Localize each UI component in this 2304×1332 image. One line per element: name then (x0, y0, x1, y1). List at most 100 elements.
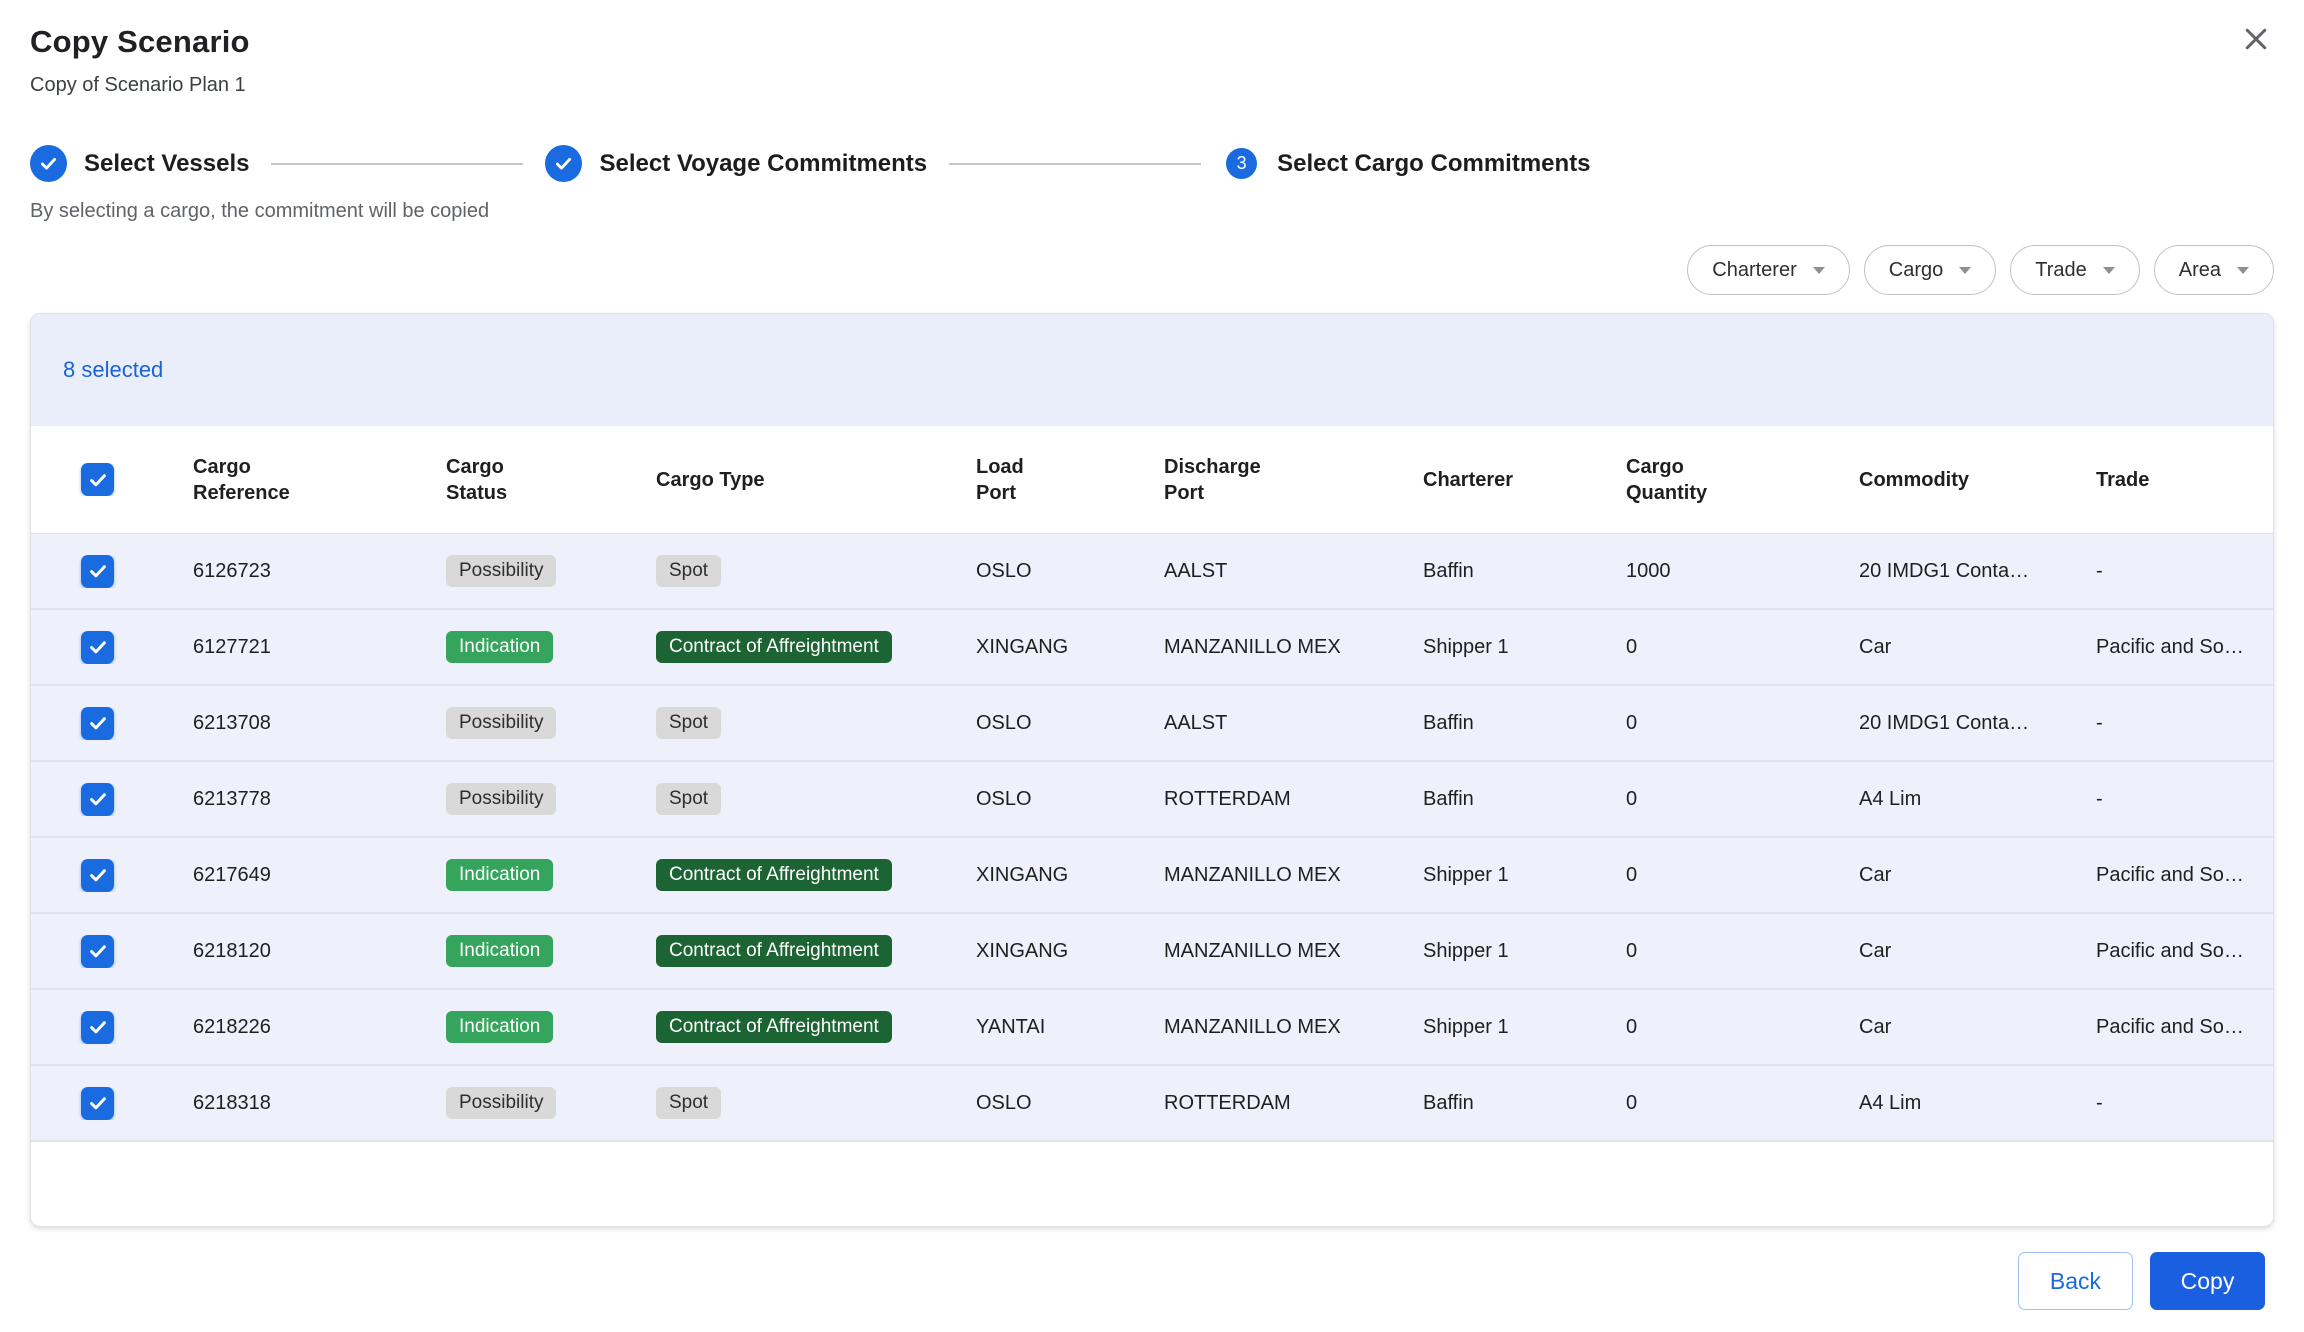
row-checkbox[interactable] (81, 783, 114, 816)
cell-commodity: Car (1859, 864, 2096, 887)
cell-commodity: 20 IMDG1 Conta… (1859, 712, 2096, 735)
row-checkbox[interactable] (81, 631, 114, 664)
cell-cargo-quantity: 1000 (1626, 560, 1859, 583)
filter-label: Trade (2035, 259, 2087, 282)
cell-cargo-reference: 6218318 (193, 1092, 446, 1115)
cell-load-port: OSLO (976, 788, 1164, 811)
check-icon (38, 153, 59, 174)
step-select-voyage-commitments[interactable]: Select Voyage Commitments (545, 145, 927, 182)
step-label: Select Vessels (84, 150, 249, 178)
cell-commodity: Car (1859, 940, 2096, 963)
cell-cargo-type: Spot (656, 555, 976, 587)
cell-commodity: Car (1859, 636, 2096, 659)
table-row[interactable]: 6218318PossibilitySpotOSLOROTTERDAMBaffi… (31, 1066, 2273, 1142)
check-icon (87, 560, 109, 582)
cell-cargo-type: Contract of Affreightment (656, 631, 976, 663)
table-row[interactable]: 6218120IndicationContract of Affreightme… (31, 914, 2273, 990)
table-row[interactable]: 6218226IndicationContract of Affreightme… (31, 990, 2273, 1066)
cell-cargo-quantity: 0 (1626, 1092, 1859, 1115)
cell-load-port: YANTAI (976, 1016, 1164, 1039)
filter-area[interactable]: Area (2154, 245, 2274, 295)
table-row[interactable]: 6126723PossibilitySpotOSLOAALSTBaffin100… (31, 534, 2273, 610)
step-connector (949, 163, 1201, 165)
cell-charterer: Baffin (1423, 712, 1626, 735)
back-button[interactable]: Back (2018, 1252, 2133, 1310)
filter-trade[interactable]: Trade (2010, 245, 2140, 295)
check-icon (87, 712, 109, 734)
chevron-down-icon (2103, 267, 2115, 274)
cargo-type-badge: Spot (656, 707, 721, 739)
cell-charterer: Shipper 1 (1423, 940, 1626, 963)
cell-discharge-port: MANZANILLO MEX (1164, 940, 1423, 963)
cell-charterer: Shipper 1 (1423, 1016, 1626, 1039)
column-header-cargo-reference: CargoReference (193, 454, 446, 506)
table-row[interactable]: 6213778PossibilitySpotOSLOROTTERDAMBaffi… (31, 762, 2273, 838)
filter-label: Cargo (1889, 259, 1943, 282)
row-checkbox-cell (31, 555, 193, 588)
cell-cargo-reference: 6218226 (193, 1016, 446, 1039)
column-header-cargo-type: Cargo Type (656, 467, 976, 493)
cell-load-port: XINGANG (976, 864, 1164, 887)
row-checkbox-cell (31, 1011, 193, 1044)
table-row[interactable]: 6127721IndicationContract of Affreightme… (31, 610, 2273, 686)
row-checkbox[interactable] (81, 707, 114, 740)
close-button[interactable] (2236, 20, 2276, 60)
cell-trade: Pacific and So… (2096, 940, 2273, 963)
cell-discharge-port: AALST (1164, 712, 1423, 735)
cell-cargo-status: Indication (446, 859, 656, 891)
check-icon (87, 1016, 109, 1038)
filter-cargo[interactable]: Cargo (1864, 245, 1996, 295)
cell-cargo-status: Possibility (446, 783, 656, 815)
check-icon (87, 788, 109, 810)
row-checkbox-cell (31, 1087, 193, 1120)
filter-label: Charterer (1712, 259, 1796, 282)
cell-cargo-status: Indication (446, 631, 656, 663)
status-badge: Possibility (446, 707, 556, 739)
status-badge: Possibility (446, 555, 556, 587)
copy-button[interactable]: Copy (2150, 1252, 2265, 1310)
select-all-cell (31, 463, 193, 496)
step-number-badge: 3 (1226, 148, 1257, 179)
cell-cargo-status: Indication (446, 1011, 656, 1043)
dialog-header: Copy Scenario Copy of Scenario Plan 1 (0, 0, 2304, 97)
step-select-vessels[interactable]: Select Vessels (30, 145, 249, 182)
filter-charterer[interactable]: Charterer (1687, 245, 1849, 295)
cell-commodity: Car (1859, 1016, 2096, 1039)
row-checkbox[interactable] (81, 1011, 114, 1044)
select-all-checkbox[interactable] (81, 463, 114, 496)
status-badge: Possibility (446, 1087, 556, 1119)
row-checkbox[interactable] (81, 1087, 114, 1120)
row-checkbox-cell (31, 935, 193, 968)
step-complete-check-icon (545, 145, 582, 182)
cell-cargo-reference: 6217649 (193, 864, 446, 887)
chevron-down-icon (2237, 267, 2249, 274)
row-checkbox-cell (31, 783, 193, 816)
dialog-footer: Back Copy (2018, 1252, 2265, 1310)
column-header-cargo-quantity: CargoQuantity (1626, 454, 1859, 506)
selected-count-label: 8 selected (63, 357, 163, 383)
cargo-type-badge: Contract of Affreightment (656, 631, 892, 663)
row-checkbox[interactable] (81, 935, 114, 968)
step-label: Select Voyage Commitments (599, 150, 927, 178)
row-checkbox-cell (31, 859, 193, 892)
step-label: Select Cargo Commitments (1277, 150, 1590, 178)
cell-charterer: Baffin (1423, 560, 1626, 583)
cell-cargo-status: Possibility (446, 707, 656, 739)
cell-discharge-port: ROTTERDAM (1164, 788, 1423, 811)
column-header-trade: Trade (2096, 467, 2273, 493)
table-row[interactable]: 6213708PossibilitySpotOSLOAALSTBaffin020… (31, 686, 2273, 762)
row-checkbox[interactable] (81, 859, 114, 892)
cell-cargo-type: Contract of Affreightment (656, 859, 976, 891)
cell-charterer: Shipper 1 (1423, 864, 1626, 887)
cell-load-port: XINGANG (976, 940, 1164, 963)
cell-load-port: OSLO (976, 1092, 1164, 1115)
step-complete-check-icon (30, 145, 67, 182)
status-badge: Indication (446, 859, 553, 891)
cell-commodity: A4 Lim (1859, 788, 2096, 811)
cell-cargo-type: Spot (656, 783, 976, 815)
chevron-down-icon (1813, 267, 1825, 274)
row-checkbox[interactable] (81, 555, 114, 588)
step-select-cargo-commitments[interactable]: 3 Select Cargo Commitments (1223, 145, 1590, 182)
table-row[interactable]: 6217649Indication Contract of Affreightme… (31, 838, 2273, 914)
cell-commodity: 20 IMDG1 Conta… (1859, 560, 2096, 583)
